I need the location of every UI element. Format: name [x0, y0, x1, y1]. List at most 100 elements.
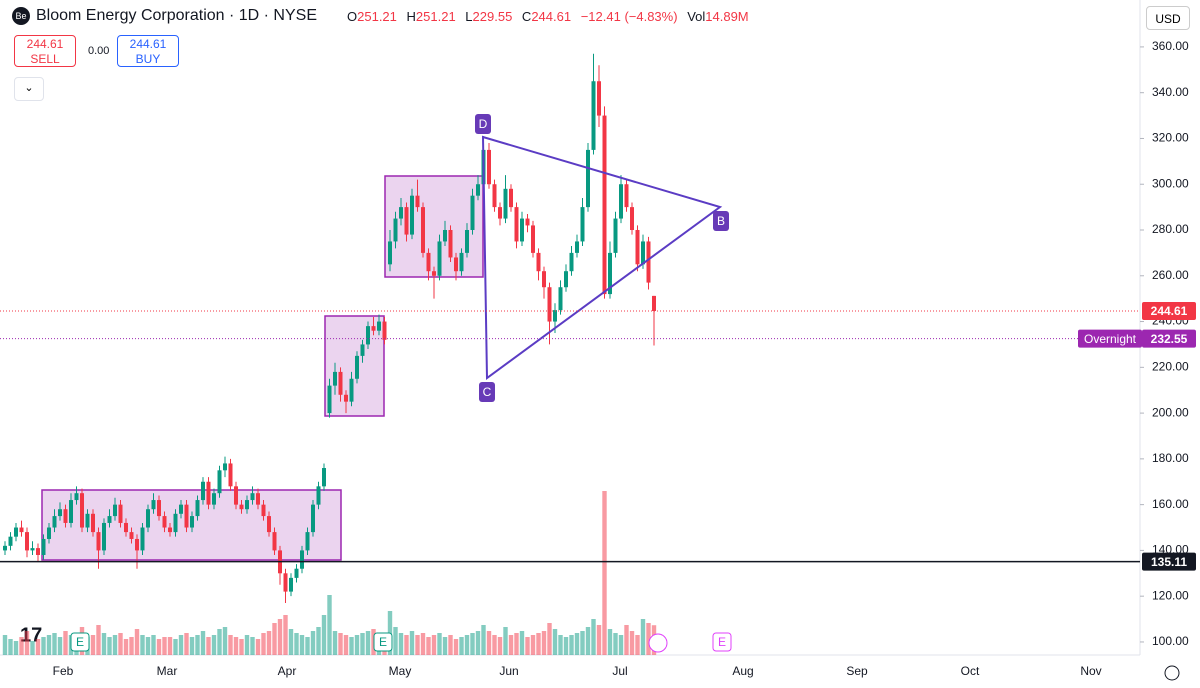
- x-tick-label: Mar: [157, 664, 178, 678]
- drawing-label-bg: [713, 211, 729, 231]
- candle-body: [558, 287, 563, 311]
- volume-bar: [552, 629, 558, 655]
- sell-button[interactable]: 244.61 SELL: [14, 35, 76, 67]
- candle-body: [80, 493, 84, 528]
- candle-body: [399, 207, 403, 219]
- volume-bar: [558, 635, 563, 655]
- ohlc: O251.21 H251.21 L229.55 C244.61 −12.41 (…: [347, 9, 755, 24]
- candle-body: [608, 252, 612, 295]
- buy-button[interactable]: 244.61 BUY: [117, 35, 179, 67]
- y-tick-label: 300.00: [1152, 176, 1189, 190]
- ohlc-value: 244.61: [531, 8, 572, 24]
- volume-bar: [266, 631, 272, 655]
- ohlc-label: C: [521, 8, 532, 24]
- candle-body: [223, 463, 227, 471]
- candle-body: [289, 577, 293, 592]
- candle-body: [173, 513, 178, 533]
- candle-body: [245, 500, 249, 510]
- candle-body: [129, 532, 134, 539]
- volume-bar: [299, 635, 305, 655]
- candle-body: [388, 241, 392, 265]
- candle-body: [228, 463, 233, 487]
- volume-bar: [316, 627, 321, 655]
- candle-body: [437, 241, 442, 276]
- volume-bar: [519, 631, 525, 655]
- candle-body: [316, 486, 321, 505]
- vol-label: Vol: [687, 8, 706, 24]
- candle-body: [151, 500, 156, 510]
- earnings-label: E: [718, 635, 726, 649]
- candle-body: [36, 548, 40, 555]
- candle-body: [624, 184, 629, 208]
- volume-bar: [547, 623, 552, 655]
- volume-bar: [431, 635, 437, 655]
- volume-bar: [13, 641, 19, 655]
- ohlc-label: L: [465, 8, 473, 24]
- volume-bar: [173, 639, 178, 655]
- volume-bar: [470, 633, 475, 655]
- drawing-label-bg: [479, 382, 495, 402]
- ohlc-label: O: [347, 8, 358, 24]
- candle-body: [536, 252, 541, 272]
- candle-body: [448, 230, 453, 258]
- collapse-button[interactable]: ⌄: [14, 77, 44, 101]
- volume-bar: [442, 637, 448, 655]
- x-tick-label: Aug: [732, 664, 753, 678]
- candle-body: [91, 513, 95, 533]
- volume-bar: [19, 637, 24, 655]
- candle-body: [575, 241, 579, 253]
- volume-bar: [244, 635, 250, 655]
- candle-body: [212, 493, 216, 505]
- volume-bar: [35, 639, 41, 655]
- volume-bar: [574, 633, 580, 655]
- volume-bar: [349, 637, 354, 655]
- currency[interactable]: USD: [1146, 6, 1190, 30]
- volume-bar: [486, 631, 492, 655]
- symbol[interactable]: Bloom Energy Corporation · 1D · NYSE: [36, 7, 317, 24]
- candle-body: [349, 378, 354, 402]
- volume-bar: [283, 615, 288, 655]
- candle-body: [162, 516, 167, 528]
- candle-body: [311, 504, 315, 533]
- volume-bar: [629, 631, 635, 655]
- candle-body: [19, 527, 24, 533]
- candle-body: [124, 522, 128, 533]
- candle-body: [305, 532, 310, 551]
- candle-body: [344, 394, 348, 402]
- volume-bar: [464, 635, 470, 655]
- candle-body: [157, 500, 161, 517]
- candle-body: [635, 230, 640, 265]
- volume-bar: [602, 491, 607, 655]
- y-tick-label: 340.00: [1152, 85, 1189, 99]
- settings-icon[interactable]: [1164, 665, 1180, 681]
- volume-bar: [52, 633, 57, 655]
- volume-bar: [591, 619, 596, 655]
- candle-body: [52, 516, 57, 528]
- candle-body: [360, 344, 365, 356]
- ohlc-value: 251.21: [357, 8, 397, 24]
- volume-bar: [101, 633, 107, 655]
- volume-bar: [635, 635, 640, 655]
- volume-bar: [90, 635, 96, 655]
- price-tag-name: Overnight: [1084, 332, 1137, 346]
- candle-body: [206, 481, 211, 505]
- candle-body: [338, 371, 343, 395]
- volume-bar: [41, 637, 46, 655]
- volume-bar: [107, 637, 112, 655]
- volume-bar: [189, 637, 195, 655]
- volume-bar: [277, 619, 283, 655]
- volume-bar: [596, 625, 602, 655]
- volume-bar: [327, 595, 332, 655]
- candle-body: [602, 115, 607, 295]
- candle-body: [426, 252, 431, 272]
- candle-body: [564, 271, 568, 288]
- x-tick-label: Jul: [612, 664, 627, 678]
- candle-body: [195, 500, 200, 517]
- drawing-box: [324, 315, 385, 417]
- volume-bar: [426, 637, 431, 655]
- volume-bar: [404, 635, 409, 655]
- candle-body: [300, 550, 304, 569]
- candle-body: [261, 504, 266, 517]
- candle-body: [355, 355, 359, 379]
